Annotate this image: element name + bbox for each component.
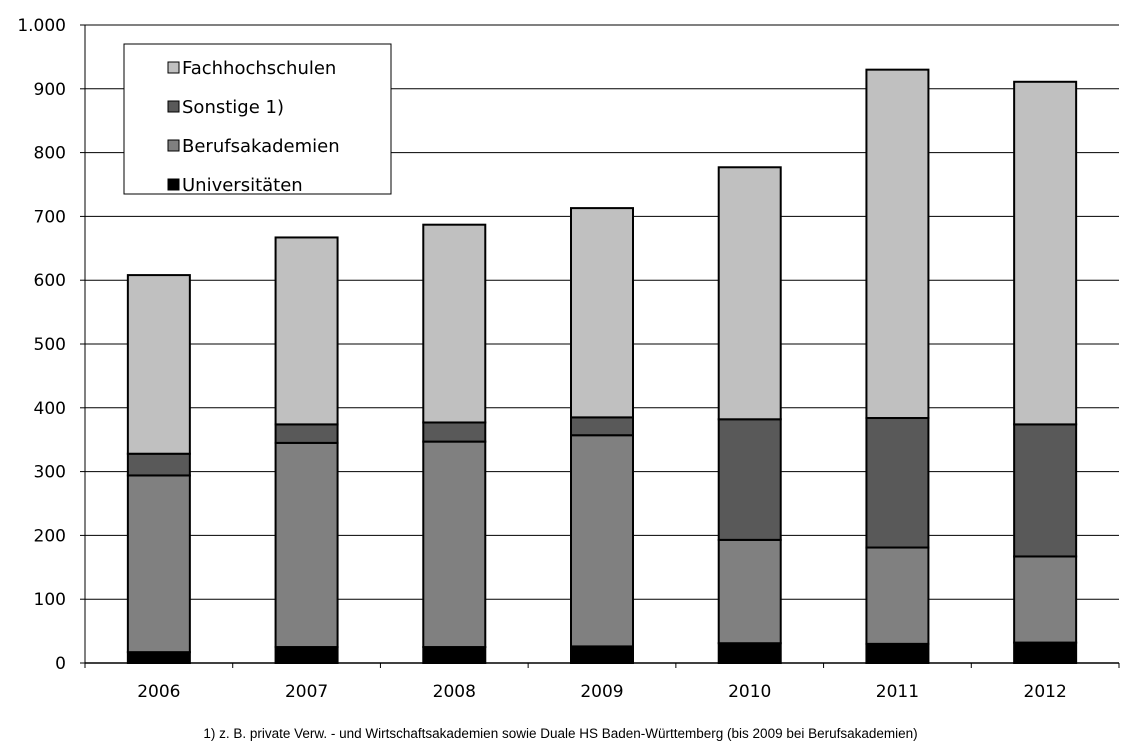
bar-segment-sonstige-1 [126, 452, 191, 477]
x-axis-tick-labels: 2006 2007 2008 2009 2010 2011 2012 [137, 682, 1067, 702]
legend-swatch [167, 61, 180, 74]
bar-segment-berufsakademien [865, 546, 930, 645]
y-tick-label: 200 [34, 526, 66, 546]
y-axis-tick-labels: 0 100 200 300 400 500 600 700 800 900 1.000 [17, 16, 66, 674]
legend-swatch [167, 178, 180, 191]
bar-segment-berufsakademien [570, 434, 634, 648]
bar-segment-fachhochschulen [422, 223, 487, 424]
axes [80, 24, 1120, 668]
bar-stacks [126, 68, 1078, 664]
bar-segment-universitäten [1013, 641, 1078, 664]
x-tick-label: 2006 [137, 682, 180, 702]
y-tick-label: 600 [34, 271, 66, 291]
bar-segment-fachhochschulen [126, 274, 191, 455]
bar-segment-berufsakademien [717, 538, 782, 645]
y-tick-label: 700 [34, 207, 66, 227]
bar-segment-berufsakademien [422, 440, 487, 649]
bar-segment-berufsakademien [274, 441, 339, 649]
y-tick-label: 1.000 [17, 16, 66, 36]
bar-segment-universitäten [274, 646, 339, 664]
bar-segment-sonstige-1 [865, 417, 930, 549]
bar-segment-universitäten [422, 646, 487, 664]
bar-segment-berufsakademien [1013, 555, 1078, 644]
bar-segment-universitäten [865, 642, 930, 664]
bar-segment-fachhochschulen [570, 207, 634, 419]
bar-segment-berufsakademien [126, 474, 191, 654]
bar-segment-fachhochschulen [865, 68, 930, 420]
legend-swatch [167, 100, 180, 113]
chart-footnote: 1) z. B. private Verw. - und Wirtschafts… [203, 726, 918, 741]
bar-segment-sonstige-1 [1013, 423, 1078, 558]
legend-label: Universitäten [182, 175, 303, 196]
bar-segment-fachhochschulen [274, 236, 339, 426]
y-tick-label: 100 [34, 590, 66, 610]
legend-label: Fachhochschulen [182, 58, 336, 79]
x-tick-label: 2007 [285, 682, 328, 702]
bar-segment-fachhochschulen [717, 166, 782, 421]
bar-segment-sonstige-1 [717, 418, 782, 541]
y-tick-label: 800 [34, 144, 66, 164]
bar-segment-sonstige-1 [274, 423, 339, 444]
x-tick-label: 2008 [433, 682, 476, 702]
x-tick-label: 2009 [580, 682, 623, 702]
y-tick-label: 900 [34, 80, 66, 100]
bar-segment-universitäten [570, 645, 634, 664]
x-tick-label: 2011 [876, 682, 919, 702]
y-tick-label: 300 [34, 463, 66, 483]
bar-segment-universitäten [717, 642, 782, 664]
legend-label: Berufsakademien [182, 136, 340, 157]
bar-segment-sonstige-1 [422, 421, 487, 443]
legend-label: Sonstige 1) [182, 97, 284, 118]
bar-segment-universitäten [126, 651, 191, 664]
x-tick-label: 2010 [728, 682, 771, 702]
legend: Fachhochschulen Sonstige 1) Berufsakademie… [123, 43, 392, 196]
legend-swatch [167, 139, 180, 152]
x-tick-label: 2012 [1024, 682, 1067, 702]
bar-segment-fachhochschulen [1013, 80, 1078, 426]
y-tick-label: 400 [34, 399, 66, 419]
y-tick-label: 0 [55, 654, 66, 674]
y-tick-label: 500 [34, 335, 66, 355]
bar-segment-sonstige-1 [570, 416, 634, 437]
